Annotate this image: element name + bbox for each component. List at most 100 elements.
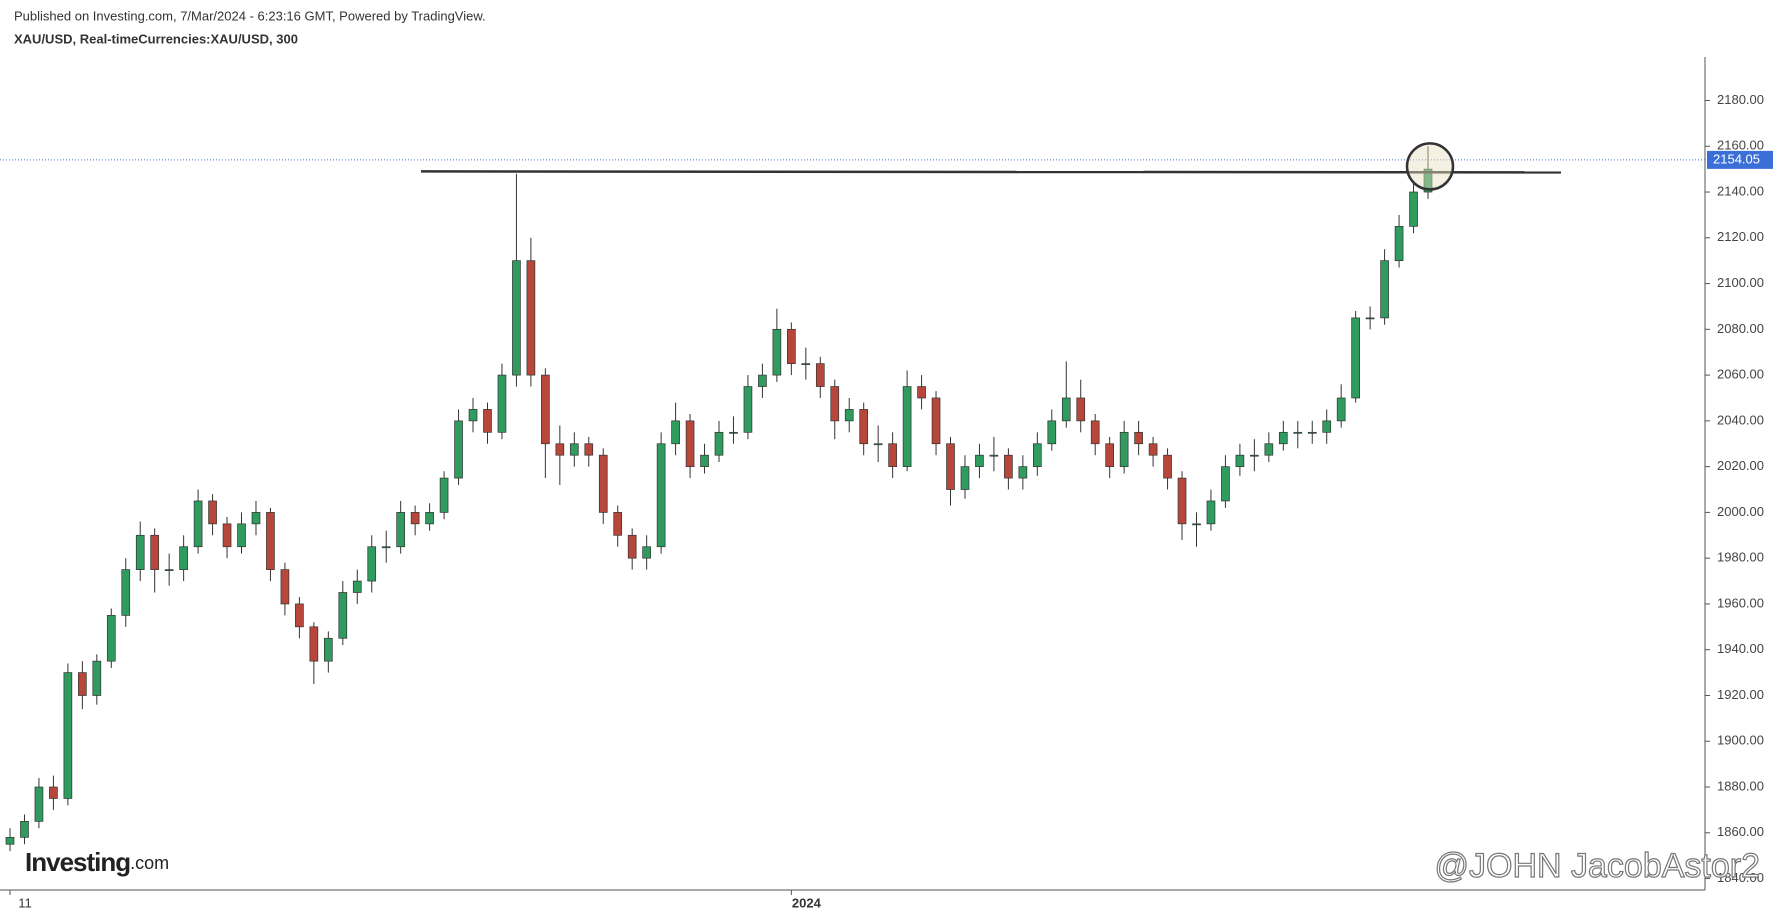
candle-body [280,569,290,605]
candle-body [888,443,897,467]
candle-body [975,454,984,467]
candle-body [1076,397,1086,422]
candle-body [396,512,406,548]
y-tick-label: 2160.00 [1717,138,1764,153]
candle-body [5,837,15,845]
candle-body [1293,431,1303,434]
candle-body [1423,168,1433,193]
candle-body [367,546,377,582]
candle-body [526,260,536,376]
x-tick-label: 2024 [792,895,822,910]
candle-body [439,477,449,513]
candle-body [1090,420,1100,445]
candle-body [323,637,333,662]
y-tick-label: 1900.00 [1717,733,1764,748]
candle-body [150,534,160,570]
candle-body [237,523,246,548]
y-tick-label: 2100.00 [1717,275,1764,290]
candle-body [1061,397,1071,422]
candle-body [1264,443,1274,456]
last-price-label: 2154.05 [1713,151,1760,166]
y-tick-label: 1980.00 [1717,550,1764,565]
y-tick-label: 2040.00 [1717,412,1764,427]
candle-body [656,443,666,548]
candle-body [266,512,275,570]
candle-body [1250,454,1259,457]
candle-body [1119,431,1129,467]
candle-body [598,454,608,513]
candle-body [20,820,29,838]
y-tick-label: 1860.00 [1717,824,1764,839]
candle-body [541,374,550,445]
candle-body [483,409,492,433]
candle-body [844,409,854,422]
published-line: Published on Investing.com, 7/Mar/2024 -… [14,8,486,23]
candle-body [1148,443,1158,456]
candle-body [873,443,883,446]
candle-body [106,615,116,662]
logo-brand: Investing [25,847,130,877]
y-tick-label: 2060.00 [1717,367,1764,382]
candle-body [454,420,463,479]
candle-body [1018,466,1028,479]
y-tick-label: 2140.00 [1717,183,1764,198]
candle-body [555,443,565,456]
y-tick-label: 1940.00 [1717,641,1764,656]
y-tick-label: 1920.00 [1717,687,1764,702]
candle-body [685,420,695,467]
logo: Investing.com [25,847,169,877]
resistance-line [420,170,1562,174]
y-tick-label: 1840.00 [1717,870,1764,885]
watermark: @JOHN JacobAstor2 [1434,847,1760,885]
candle-body [584,443,594,456]
candle-body [381,546,391,549]
candle-body [902,386,912,467]
candle-body [1394,225,1404,262]
candle-body [425,512,434,525]
candle-body [743,386,753,433]
last-price-box [1707,150,1773,169]
candle-body [164,569,174,571]
candle-body [63,672,73,799]
y-tick-label: 1880.00 [1717,778,1764,793]
candle-body [1192,523,1201,526]
y-tick-label: 2020.00 [1717,458,1764,473]
candle-body [960,466,970,490]
candle-body [1307,431,1317,434]
candle-body [1163,454,1172,479]
candle-body [642,546,651,559]
candle-body [1177,477,1187,525]
candle-body [1206,500,1216,525]
candle-body [193,500,203,548]
candle-body [222,523,232,548]
candle-body [801,363,811,366]
candle-body [1365,317,1375,320]
candle-body [121,569,131,616]
candle-body [295,603,304,628]
candle-body [1221,466,1230,502]
y-tick-label: 1960.00 [1717,595,1764,610]
candle-body [512,260,521,376]
candle-body [1409,191,1418,227]
candle-body [92,660,102,696]
candle-body [917,386,926,399]
logo-suffix: .com [130,853,169,873]
candle-body [1235,454,1245,467]
candle-body [714,431,724,456]
candle-body [729,431,738,434]
candle-body [251,512,261,525]
candle-body [1336,397,1346,422]
candle-body [309,626,319,662]
candle-body [787,328,796,365]
candle-body [931,397,941,445]
y-tick-label: 2080.00 [1717,321,1764,336]
candle-body [135,534,145,570]
candle-body [815,363,825,387]
candle-body [208,500,217,525]
candle-body [352,580,362,593]
candle-body [49,786,58,799]
y-tick-label: 2180.00 [1717,92,1764,107]
candle-body [78,672,87,696]
